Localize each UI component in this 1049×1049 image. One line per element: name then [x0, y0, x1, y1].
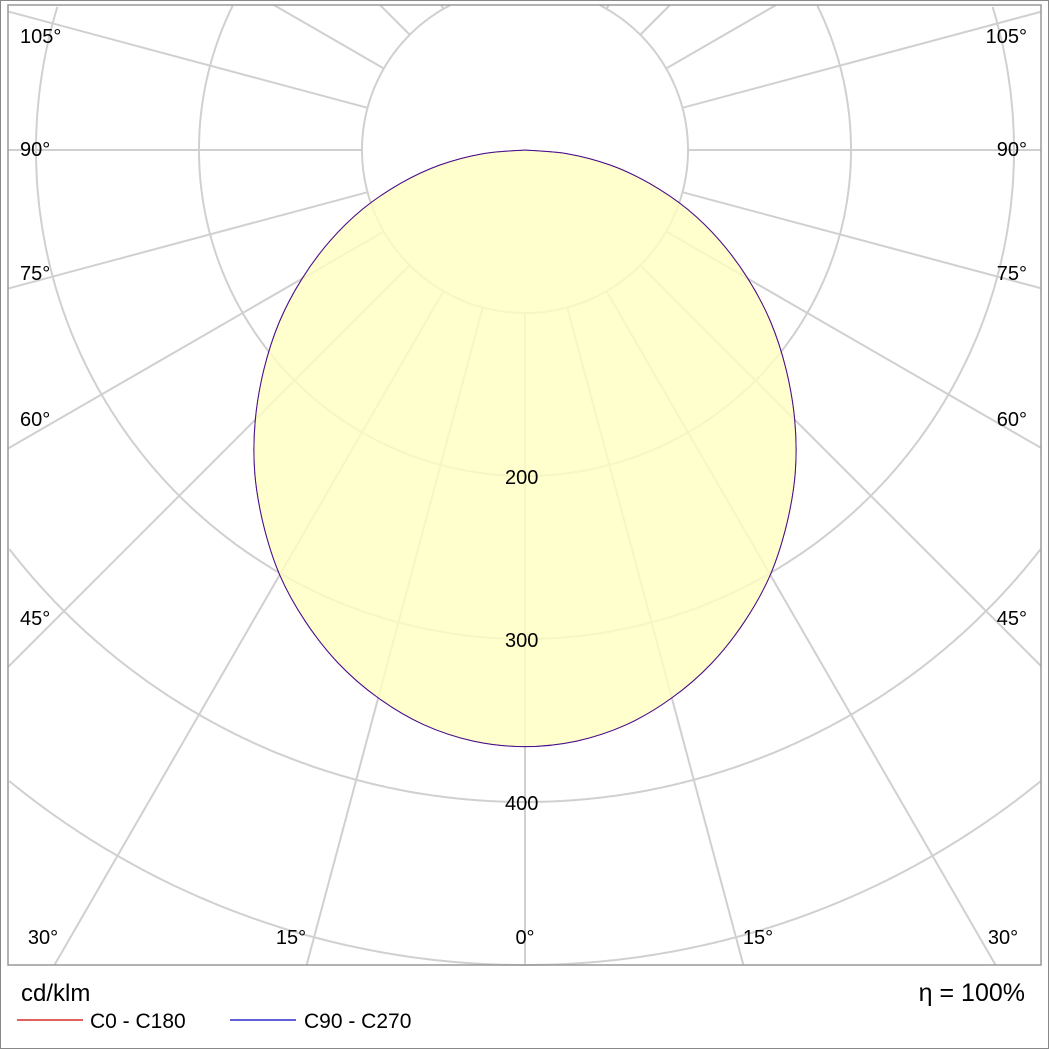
efficiency-label: η = 100%	[919, 979, 1025, 1007]
angle-label-bottom-15-right: 15°	[743, 927, 773, 949]
grid-spoke-75	[682, 191, 1042, 290]
radial-label-300: 300	[505, 630, 538, 652]
angle-label-right-45: 45°	[997, 608, 1027, 630]
angle-label-right-90: 90°	[997, 139, 1027, 161]
grid-spoke-240	[273, 4, 385, 70]
unit-label: cd/klm	[21, 980, 90, 1007]
legend: cd/klm η = 100% C0 - C180 C90 - C270	[17, 979, 1025, 1033]
angle-label-bottom-15-left: 15°	[276, 927, 306, 949]
angle-label-right-60: 60°	[997, 409, 1027, 431]
angle-label-left-45: 45°	[20, 608, 50, 630]
curves	[253, 149, 797, 748]
radial-label-200: 200	[505, 467, 538, 489]
angle-label-right-75: 75°	[997, 263, 1027, 285]
angle-label-bottom-30-right: 30°	[988, 927, 1018, 949]
angle-label-left-105: 105°	[20, 26, 61, 48]
grid-spoke-285	[7, 191, 368, 290]
angle-label-right-105: 105°	[986, 26, 1027, 48]
labels: 200 300 400 105° 90° 75° 60° 45° 105° 90…	[20, 26, 1027, 949]
angle-label-bottom-30-left: 30°	[28, 927, 58, 949]
angle-label-left-75: 75°	[20, 263, 50, 285]
grid-spoke-105	[682, 10, 1042, 109]
grid-spoke-225	[379, 4, 411, 36]
plot-frame	[7, 4, 1042, 966]
grid-spoke-135	[639, 4, 671, 36]
series-curve-1	[253, 149, 797, 748]
angle-label-left-60: 60°	[20, 409, 50, 431]
intensity-fill	[253, 150, 797, 747]
legend-label-c90-c270: C90 - C270	[304, 1010, 411, 1033]
grid-spoke-255	[7, 10, 368, 109]
angle-label-left-90: 90°	[20, 139, 50, 161]
grid-spoke-120	[665, 4, 777, 70]
radial-label-400: 400	[505, 793, 538, 815]
angle-label-bottom-0: 0°	[515, 927, 534, 949]
legend-label-c0-c180: C0 - C180	[90, 1010, 186, 1033]
